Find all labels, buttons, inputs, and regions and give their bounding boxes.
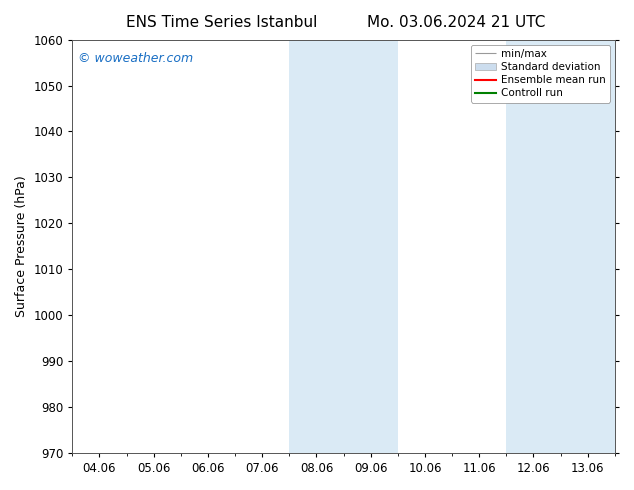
- Text: Mo. 03.06.2024 21 UTC: Mo. 03.06.2024 21 UTC: [367, 15, 546, 30]
- Bar: [507, 40, 560, 453]
- Y-axis label: Surface Pressure (hPa): Surface Pressure (hPa): [15, 175, 28, 317]
- Bar: [344, 40, 398, 453]
- Bar: [289, 40, 344, 453]
- Legend: min/max, Standard deviation, Ensemble mean run, Controll run: min/max, Standard deviation, Ensemble me…: [470, 45, 610, 102]
- Text: © woweather.com: © woweather.com: [78, 52, 193, 65]
- Text: ENS Time Series Istanbul: ENS Time Series Istanbul: [126, 15, 318, 30]
- Bar: [560, 40, 615, 453]
